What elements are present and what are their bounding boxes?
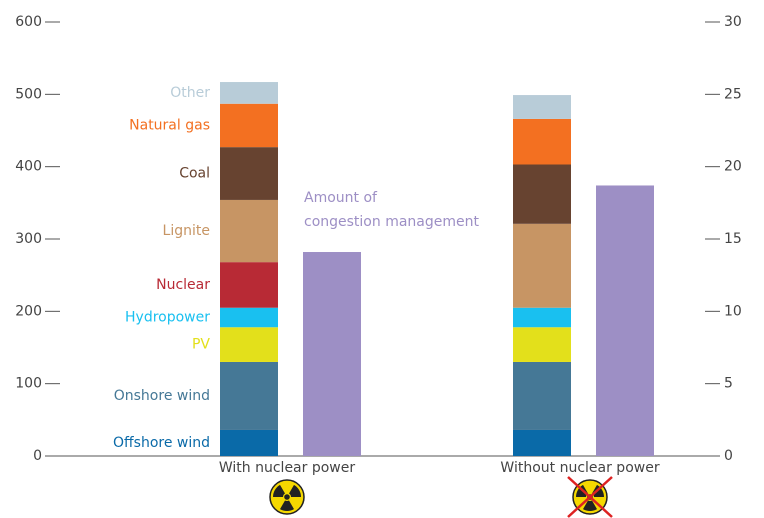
bar-segment [513,95,571,119]
bar-segment [220,103,278,148]
bar-segment [513,327,571,362]
bar-segment [220,147,278,200]
bar [303,252,361,456]
series-label: Natural gas [129,117,210,133]
bar-segment [220,327,278,362]
series-label: Nuclear [156,277,210,293]
series-label: Hydropower [125,309,210,325]
bar-segment [220,262,278,308]
no-nuclear-icon [567,476,613,518]
y2-tick-label: 0 [724,448,733,464]
nuclear-icon [269,479,305,515]
y-tick-label: 600 [15,14,42,30]
bar-segment [220,307,278,328]
bar-segment [513,429,571,456]
bar-segment [513,361,571,430]
y-tick-label: 0 [33,448,42,464]
y2-tick-label: 20 [724,159,742,175]
y2-tick-label: 30 [724,14,742,30]
bar-segment [220,429,278,456]
y2-tick-label: 10 [724,303,742,319]
series-label: Coal [179,166,210,182]
x-tick-label: Without nuclear power [500,460,659,476]
y-tick-label: 500 [15,86,42,102]
y2-tick-label: 15 [724,231,742,247]
x-tick-label: With nuclear power [219,460,355,476]
series-label: congestion management [304,214,479,230]
bar-segment [513,118,571,165]
series-label: Amount of [304,190,378,206]
series-label: Onshore wind [114,388,210,404]
bar-segment [513,223,571,308]
bar-segment [220,199,278,263]
series-label: Offshore wind [113,435,210,451]
bar-segment [513,164,571,224]
bar-segment [220,361,278,430]
y2-tick-label: 25 [724,86,742,102]
bar [596,185,654,456]
series-label: Other [170,85,210,101]
series-label: Lignite [163,223,210,239]
y-tick-label: 200 [15,303,42,319]
series-label: PV [192,337,210,353]
y2-tick-label: 5 [724,376,733,392]
y-tick-label: 400 [15,159,42,175]
y-tick-label: 100 [15,376,42,392]
y-tick-label: 300 [15,231,42,247]
bar-segment [513,307,571,328]
bar-segment [220,82,278,104]
